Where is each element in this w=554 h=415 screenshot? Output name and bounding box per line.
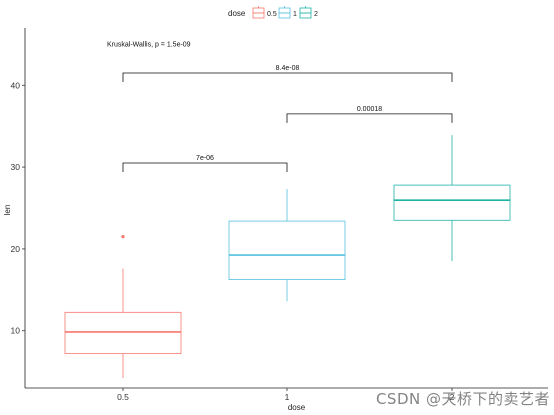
bracket-0.5-2: 8.4e-08 xyxy=(122,65,453,82)
box-rect xyxy=(228,220,346,280)
y-tick-label: 30 xyxy=(11,162,21,172)
y-tick-label: 20 xyxy=(11,244,21,254)
legend-entry-1: 1 xyxy=(278,6,297,19)
x-tick-label: 1 xyxy=(285,392,290,402)
y-axis-title: len xyxy=(3,205,12,216)
box-1 xyxy=(228,189,346,302)
legend: dose 0.5 1 2 xyxy=(228,6,318,19)
x-axis-title: dose xyxy=(288,403,306,412)
x-tick-label: 2 xyxy=(450,392,455,402)
box-0.5 xyxy=(64,235,182,379)
bracket-0.5-1: 7e-06 xyxy=(122,155,288,172)
axes: 10 20 30 40 0.5 1 2 xyxy=(11,28,548,402)
legend-label: 1 xyxy=(293,11,297,18)
bracket-line xyxy=(286,113,453,123)
significance-brackets: 7e-06 0.00018 8.4e-08 xyxy=(122,65,453,172)
legend-title: dose xyxy=(228,9,246,18)
legend-entry-0.5: 0.5 xyxy=(252,6,277,19)
y-tick-label: 40 xyxy=(11,80,21,90)
bracket-1-2: 0.00018 xyxy=(286,106,453,123)
csdn-watermark: CSDN @天桥下的卖艺者 xyxy=(375,390,550,408)
kruskal-wallis-annotation: Kruskal-Wallis, p = 1.5e-09 xyxy=(107,41,191,48)
box-2 xyxy=(393,135,511,262)
y-tick-label: 10 xyxy=(11,326,21,336)
bracket-p-value: 0.00018 xyxy=(357,106,382,113)
box-series xyxy=(64,135,511,379)
bracket-p-value: 7e-06 xyxy=(196,155,214,162)
box-rect xyxy=(64,311,182,355)
legend-label: 0.5 xyxy=(267,11,277,18)
box-rect xyxy=(393,184,511,221)
legend-entry-2: 2 xyxy=(299,6,318,19)
x-tick-label: 0.5 xyxy=(117,392,129,402)
bracket-p-value: 8.4e-08 xyxy=(276,65,300,72)
legend-label: 2 xyxy=(314,11,318,18)
bracket-line xyxy=(122,162,288,172)
outlier-point xyxy=(121,235,125,239)
bracket-line xyxy=(122,72,453,82)
